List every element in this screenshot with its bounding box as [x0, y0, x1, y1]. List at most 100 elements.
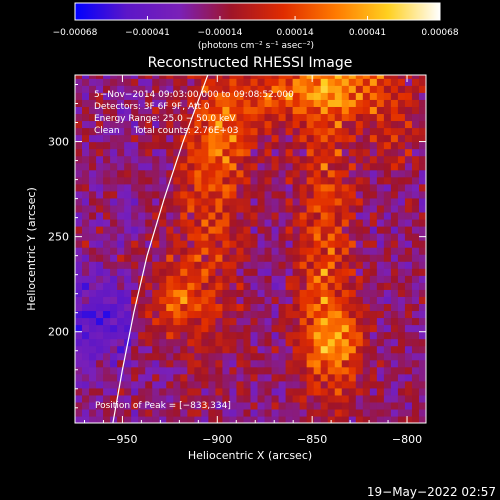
heatmap-cell	[173, 296, 181, 304]
heatmap-cell	[313, 254, 322, 262]
heatmap-cell	[383, 148, 392, 157]
heatmap-cell	[187, 408, 195, 417]
heatmap-cell	[117, 120, 125, 129]
heatmap-cell	[124, 359, 132, 368]
heatmap-cell	[208, 240, 216, 248]
heatmap-cell	[145, 359, 153, 368]
heatmap-cell	[418, 148, 426, 157]
heatmap-cell	[229, 254, 238, 262]
heatmap-cell	[124, 415, 132, 423]
heatmap-cell	[348, 211, 357, 220]
heatmap-cell	[152, 359, 160, 368]
heatmap-cell	[243, 148, 252, 157]
heatmap-cell	[341, 317, 350, 326]
heatmap-cell	[306, 113, 315, 122]
heatmap-cell	[159, 106, 167, 115]
heatmap-cell	[250, 85, 259, 93]
heatmap-cell	[285, 331, 294, 340]
heatmap-cell	[131, 268, 139, 276]
heatmap-cell	[75, 359, 83, 368]
heatmap-cell	[96, 225, 104, 234]
heatmap-cell	[362, 289, 371, 297]
heatmap-cell	[285, 127, 294, 136]
heatmap-cell	[208, 169, 216, 178]
heatmap-cell	[334, 141, 343, 150]
heatmap-cell	[320, 134, 329, 143]
heatmap-cell	[180, 352, 188, 361]
heatmap-cell	[250, 211, 259, 220]
heatmap-cell	[145, 176, 153, 185]
heatmap-cell	[222, 317, 231, 326]
heatmap-cell	[82, 352, 90, 361]
heatmap-cell	[404, 127, 413, 136]
heatmap-cell	[236, 254, 245, 262]
heatmap-cell	[180, 155, 188, 164]
heatmap-cell	[418, 408, 426, 417]
heatmap-cell	[362, 120, 371, 129]
heatmap-cell	[320, 345, 329, 354]
heatmap-cell	[110, 401, 118, 410]
heatmap-cell	[292, 120, 301, 129]
heatmap-cell	[89, 310, 97, 319]
heatmap-cell	[82, 310, 90, 319]
heatmap-cell	[166, 254, 174, 262]
heatmap-cell	[285, 162, 294, 171]
heatmap-cell	[383, 394, 392, 403]
heatmap-cell	[271, 289, 280, 297]
heatmap-cell	[194, 120, 202, 129]
heatmap-cell	[411, 78, 420, 86]
heatmap-cell	[187, 183, 195, 192]
heatmap-cell	[89, 303, 97, 312]
heatmap-cell	[166, 261, 174, 269]
heatmap-cell	[138, 106, 146, 115]
heatmap-cell	[418, 282, 426, 290]
heatmap-cell	[110, 359, 118, 368]
heatmap-cell	[397, 296, 406, 304]
heatmap-cell	[404, 218, 413, 227]
heatmap-cell	[208, 155, 216, 164]
heatmap-cell	[215, 408, 224, 417]
heatmap-cell	[334, 148, 343, 157]
heatmap-cell	[418, 359, 426, 368]
heatmap-cell	[313, 296, 322, 304]
heatmap-cell	[103, 303, 111, 312]
heatmap-cell	[117, 254, 125, 262]
heatmap-cell	[180, 387, 188, 396]
heatmap-cell	[187, 190, 195, 199]
heatmap-cell	[390, 127, 399, 136]
heatmap-cell	[418, 155, 426, 164]
heatmap-cell	[418, 310, 426, 319]
heatmap-cell	[257, 78, 266, 86]
heatmap-cell	[208, 373, 216, 382]
heatmap-cell	[250, 268, 259, 276]
heatmap-cell	[89, 373, 97, 382]
heatmap-cell	[383, 113, 392, 122]
heatmap-cell	[418, 317, 426, 326]
heatmap-cell	[117, 218, 125, 227]
heatmap-cell	[376, 303, 385, 312]
heatmap-cell	[348, 254, 357, 262]
heatmap-cell	[264, 254, 273, 262]
heatmap-cell	[411, 415, 420, 423]
heatmap-cell	[194, 148, 202, 157]
heatmap-cell	[194, 225, 202, 234]
heatmap-cell	[145, 240, 153, 248]
heatmap-cell	[411, 169, 420, 178]
heatmap-cell	[299, 387, 308, 396]
heatmap-cell	[110, 373, 118, 382]
heatmap-cell	[264, 106, 273, 115]
heatmap-cell	[404, 331, 413, 340]
heatmap-cell	[348, 408, 357, 417]
heatmap-cell	[201, 415, 209, 423]
heatmap-cell	[145, 190, 153, 199]
heatmap-cell	[369, 338, 378, 347]
heatmap-cell	[124, 366, 132, 375]
heatmap-cell	[173, 106, 181, 115]
heatmap-cell	[285, 303, 294, 312]
heatmap-cell	[194, 373, 202, 382]
heatmap-cell	[341, 303, 350, 312]
heatmap-cell	[222, 169, 231, 178]
heatmap-cell	[369, 176, 378, 185]
heatmap-cell	[180, 345, 188, 354]
